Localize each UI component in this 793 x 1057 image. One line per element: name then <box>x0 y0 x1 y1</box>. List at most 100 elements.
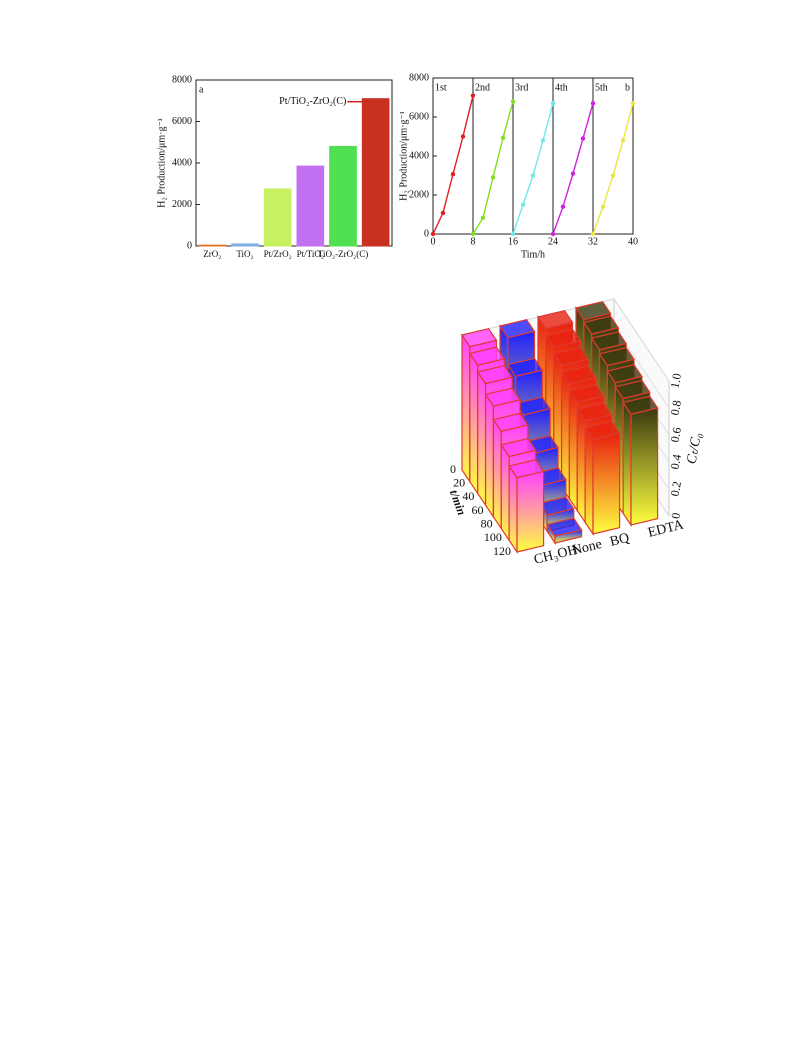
series-label: 4th <box>555 82 568 93</box>
annotation: Pt/TiO₂-ZrO₂(C) <box>279 96 346 107</box>
block-side <box>469 351 479 496</box>
x-tick-label: 8 <box>471 236 476 247</box>
plot-frame <box>432 77 634 235</box>
x-tick-label: 120 <box>493 544 511 558</box>
x-tick-label: 20 <box>453 475 465 489</box>
panel-label: b <box>625 82 630 93</box>
z-tick-label: 1.0 <box>668 372 684 389</box>
point <box>550 231 556 237</box>
point <box>530 173 536 178</box>
x-tick-label: Pt/TiO₂ <box>297 249 324 259</box>
point <box>560 204 566 209</box>
series-label: 1st <box>435 82 447 93</box>
category-label: None <box>570 537 603 559</box>
point <box>440 210 446 216</box>
bar <box>361 98 390 247</box>
series-line <box>472 101 514 235</box>
series-line <box>592 103 634 235</box>
block-side <box>492 417 502 531</box>
block-side <box>508 464 518 554</box>
y-axis-title: H₂ Production/μm·g⁻¹ <box>156 118 167 208</box>
block-front <box>592 432 621 535</box>
series-label: 5th <box>595 82 608 93</box>
y-tick-label: 4000 <box>172 157 192 168</box>
x-tick-label: 0 <box>450 462 456 476</box>
x-tick-label: 100 <box>484 530 502 544</box>
point <box>450 171 456 177</box>
point <box>600 204 606 209</box>
point <box>620 138 626 143</box>
x-tick-label: 24 <box>548 236 558 247</box>
z-tick-label: 0.6 <box>668 426 684 443</box>
bar <box>329 145 357 247</box>
block-front <box>516 470 545 553</box>
z-tick-label: 0 <box>668 512 683 520</box>
y-tick-label: 2000 <box>409 189 429 200</box>
block-front <box>554 529 583 544</box>
y-tick-label: 2000 <box>172 199 192 210</box>
y-tick-label: 4000 <box>409 150 429 161</box>
series-label: 2nd <box>475 82 490 93</box>
point <box>470 231 476 237</box>
block-side <box>568 388 578 513</box>
x-tick-label: 40 <box>628 236 638 247</box>
z-tick-label: 0.4 <box>668 453 684 470</box>
bar <box>296 165 325 247</box>
block-side <box>484 392 495 519</box>
x-tick-label: Pt/ZrO₂ <box>264 249 292 259</box>
series-line <box>432 95 474 235</box>
series-line <box>552 103 594 235</box>
point <box>460 134 466 139</box>
x-tick-label: 32 <box>588 236 598 247</box>
series-label: 3rd <box>515 82 528 93</box>
point <box>510 99 516 104</box>
z-axis-title: Cₜ/C₀ <box>685 431 705 465</box>
point <box>550 101 556 106</box>
category-label: EDTA <box>646 517 686 541</box>
point <box>520 202 526 207</box>
x-tick-label: TiO₂ <box>236 249 253 259</box>
x-tick-label: 60 <box>472 503 484 517</box>
y-tick-label: 8000 <box>172 74 192 85</box>
point <box>500 135 506 141</box>
z-tick-label: 0.8 <box>668 399 684 416</box>
block-side <box>584 425 594 536</box>
bar <box>263 188 292 247</box>
x-tick-label: 0 <box>431 236 436 247</box>
block-side <box>576 407 586 525</box>
block-side <box>477 369 487 508</box>
y-tick-label: 0 <box>424 228 429 239</box>
point <box>570 171 576 176</box>
y-tick-label: 6000 <box>409 111 429 122</box>
point <box>540 138 546 143</box>
point <box>590 101 596 106</box>
point <box>590 231 596 237</box>
category-label: BQ <box>608 531 631 550</box>
point <box>630 101 636 106</box>
z-tick-label: 0.2 <box>668 480 684 497</box>
block-side <box>500 442 510 543</box>
x-tick-label: TiO₂-ZrO₂(C) <box>318 249 368 259</box>
point <box>470 93 476 98</box>
panel-label: a <box>199 84 204 95</box>
bar <box>231 243 259 247</box>
point <box>510 231 516 237</box>
x-tick-label: ZrO₂ <box>203 249 221 259</box>
point <box>610 173 616 178</box>
x-tick-label: 40 <box>462 489 474 503</box>
y-tick-label: 0 <box>187 240 192 251</box>
y-axis-title: H₂ Production/μm·g⁻¹ <box>398 111 409 201</box>
block-front <box>630 407 659 526</box>
x-tick-label: 16 <box>508 236 518 247</box>
point <box>580 136 586 141</box>
x-tick-label: 80 <box>481 516 493 530</box>
point <box>430 231 436 237</box>
point <box>490 175 496 180</box>
y-tick-label: 6000 <box>172 116 192 127</box>
series-line <box>512 103 554 235</box>
block-side <box>622 400 632 527</box>
point <box>480 215 486 221</box>
block-side <box>461 333 471 484</box>
